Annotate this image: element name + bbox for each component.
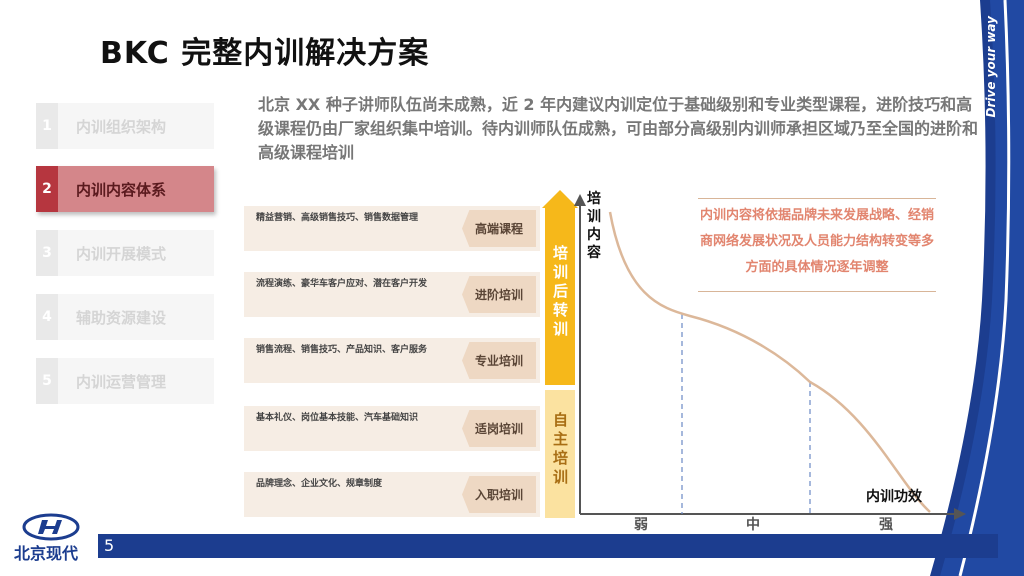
- course-tag: 入职培训: [462, 476, 536, 513]
- x-tick-weak: 弱: [634, 517, 648, 533]
- training-arrow-bar: [542, 190, 578, 518]
- logo-text: 北京现代: [14, 544, 79, 563]
- nav-number: 2: [36, 166, 58, 212]
- footer-bar: [98, 534, 998, 558]
- self-training-label: 自主培训: [551, 412, 569, 488]
- course-desc: 精益营销、高级销售技巧、销售数据管理: [256, 213, 419, 223]
- nav-number: 3: [36, 230, 58, 276]
- course-row-induction: 品牌理念、企业文化、规章制度 入职培训: [244, 472, 540, 517]
- nav-label: 内训运营管理: [76, 372, 167, 391]
- brand-slogan: Drive your way: [984, 16, 998, 118]
- nav-number: 4: [36, 294, 58, 340]
- page-number: 5: [104, 536, 115, 555]
- nav-label: 内训内容体系: [76, 180, 167, 199]
- course-desc: 品牌理念、企业文化、规章制度: [256, 479, 383, 489]
- x-tick-medium: 中: [746, 517, 760, 533]
- nav-item-mode[interactable]: 3 内训开展模式: [36, 230, 214, 276]
- course-tag: 高端课程: [462, 210, 536, 247]
- y-axis-label: 培训内容: [587, 191, 601, 261]
- nav-label: 辅助资源建设: [76, 308, 167, 327]
- course-desc: 基本礼仪、岗位基本技能、汽车基础知识: [256, 413, 419, 423]
- course-desc: 销售流程、销售技巧、产品知识、客户服务: [256, 345, 428, 355]
- intro-text: 北京 XX 种子讲师队伍尚未成熟，近 2 年内建议内训定位于基础级别和专业类型课…: [258, 95, 979, 162]
- page-title: BKC 完整内训解决方案: [100, 36, 430, 71]
- x-axis-label: 内训功效: [866, 489, 922, 505]
- course-tag: 专业培训: [462, 342, 536, 379]
- transfer-training-label: 培训后转训: [551, 245, 569, 340]
- nav-item-resources[interactable]: 4 辅助资源建设: [36, 294, 214, 340]
- nav-item-org[interactable]: 1 内训组织架构: [36, 103, 214, 149]
- nav-number: 1: [36, 103, 58, 149]
- course-tag: 进阶培训: [462, 276, 536, 313]
- nav-item-content[interactable]: 2 内训内容体系: [36, 166, 214, 212]
- adjustment-note: 内训内容将依据品牌未来发展战略、经销商网络发展状况及人员能力结构转变等多方面的具…: [698, 198, 936, 292]
- hyundai-logo-icon: [22, 513, 80, 541]
- course-row-onboarding-skill: 基本礼仪、岗位基本技能、汽车基础知识 适岗培训: [244, 406, 540, 451]
- nav-label: 内训组织架构: [76, 117, 167, 136]
- nav-number: 5: [36, 358, 58, 404]
- course-row-progress: 流程演练、豪华车客户应对、潜在客户开发 进阶培训: [244, 272, 540, 317]
- x-tick-strong: 强: [879, 517, 893, 533]
- nav-label: 内训开展模式: [76, 244, 167, 263]
- course-row-professional: 销售流程、销售技巧、产品知识、客户服务 专业培训: [244, 338, 540, 383]
- effect-curve-chart: [574, 194, 966, 520]
- course-desc: 流程演练、豪华车客户应对、潜在客户开发: [256, 279, 428, 289]
- course-tag: 适岗培训: [462, 410, 536, 447]
- nav-item-operation[interactable]: 5 内训运营管理: [36, 358, 214, 404]
- course-row-advanced: 精益营销、高级销售技巧、销售数据管理 高端课程: [244, 206, 540, 251]
